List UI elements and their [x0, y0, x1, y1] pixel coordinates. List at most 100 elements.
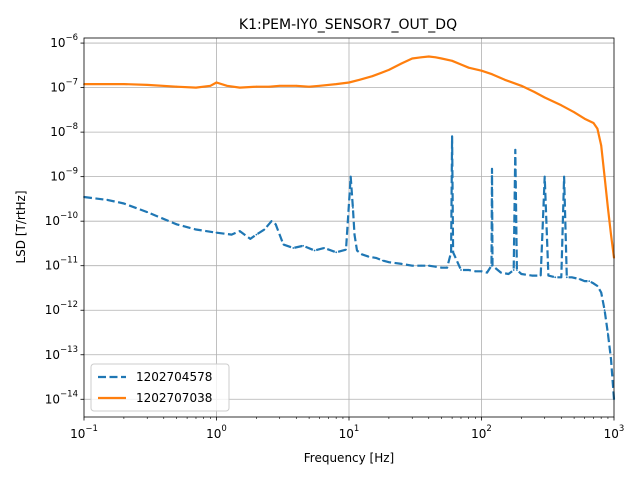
y-tick-label: 10−7 — [50, 78, 78, 95]
series-0-point — [451, 135, 453, 138]
chart-title: K1:PEM-IY0_SENSOR7_OUT_DQ — [239, 17, 457, 33]
series-1-point — [420, 56, 422, 59]
y-tick-label: 10−8 — [50, 122, 78, 139]
series-0-point — [450, 251, 452, 254]
series-1-point — [371, 75, 374, 78]
series-0-point — [274, 223, 277, 226]
series-0-point — [323, 247, 326, 249]
series-1-point — [451, 59, 453, 62]
series-1-point — [603, 175, 606, 178]
series-1-point — [175, 85, 178, 88]
series-1-point — [388, 69, 390, 71]
series-0-point — [434, 265, 437, 268]
series-1-point — [503, 78, 506, 81]
series-0-point — [249, 238, 252, 240]
series-1-point — [268, 85, 271, 88]
series-1-point — [600, 144, 603, 147]
series-1-point — [400, 62, 403, 65]
series-0-point — [356, 249, 358, 252]
series-0-point — [516, 269, 518, 271]
series-1-point — [520, 84, 523, 87]
series-0-point — [446, 266, 448, 269]
y-tick-label: 10−13 — [45, 345, 78, 362]
series-0-point — [352, 206, 354, 209]
series-0-point — [486, 271, 488, 274]
series-0-point — [313, 249, 316, 252]
series-0-point — [360, 253, 363, 256]
series-0-point — [452, 251, 454, 254]
series-0-point — [106, 199, 109, 201]
x-tick-label: 102 — [471, 424, 492, 441]
series-0-point — [543, 175, 546, 178]
series-1-point — [607, 206, 609, 209]
series-0-point — [570, 276, 573, 279]
x-tick-label: 103 — [604, 424, 625, 441]
series-0-point — [353, 233, 356, 236]
x-axis-title: Frequency [Hz] — [304, 451, 395, 465]
series-0-point — [491, 264, 494, 267]
series-0-point — [345, 248, 347, 251]
series-0-point — [427, 264, 430, 267]
series-0-point — [596, 285, 599, 287]
series-0-point — [440, 266, 443, 269]
series-1-point — [434, 56, 437, 59]
series-0-point — [474, 270, 477, 273]
series-1-point — [592, 122, 595, 124]
series-0-point — [270, 220, 273, 223]
series-1-point — [460, 63, 462, 66]
series-0-point — [388, 261, 390, 264]
series-1-point — [215, 81, 218, 84]
series-1-point — [226, 84, 228, 87]
series-1-point — [560, 104, 563, 107]
series-0-point — [588, 280, 591, 282]
series-0-point — [563, 175, 565, 178]
series-1-point — [573, 111, 575, 114]
series-0-point — [539, 274, 542, 277]
series-0-point — [255, 233, 258, 236]
series-0-point — [603, 309, 606, 312]
series-1-point — [440, 57, 443, 60]
series-0-point — [146, 211, 149, 214]
y-tick-label: 10−11 — [45, 256, 78, 273]
series-0-point — [123, 202, 125, 205]
series-1-point — [543, 96, 546, 99]
legend-label-1: 1202707038 — [136, 391, 212, 405]
series-0-point — [560, 276, 563, 279]
series-0-point — [460, 269, 462, 271]
series-1-point — [348, 81, 350, 84]
series-0-point — [230, 233, 233, 236]
series-0-point — [565, 276, 568, 279]
series-1-point — [583, 117, 586, 120]
series-1-point — [278, 84, 281, 87]
series-0-point — [607, 332, 609, 335]
series-0-point — [600, 291, 603, 294]
series-0-point — [381, 259, 384, 262]
series-0-point — [302, 244, 304, 247]
series-0-point — [500, 271, 502, 274]
series-1-point — [255, 85, 258, 88]
y-tick-label: 10−12 — [45, 300, 78, 317]
series-0-point — [349, 175, 352, 178]
series-1-point — [308, 85, 310, 88]
series-0-point — [507, 273, 510, 275]
series-0-point — [335, 251, 338, 254]
series-1-point — [318, 84, 321, 87]
x-tick-label: 100 — [206, 424, 227, 441]
series-1-point — [195, 86, 197, 89]
series-0-point — [592, 282, 595, 285]
series-0-point — [578, 278, 581, 280]
series-0-point — [238, 230, 241, 233]
series-0-point — [610, 358, 612, 360]
series-1-point — [209, 84, 212, 87]
series-0-point — [520, 273, 523, 275]
series-0-point — [491, 167, 493, 170]
series-1-point — [596, 127, 599, 130]
legend-label-0: 1202704578 — [136, 370, 212, 384]
series-0-point — [531, 274, 533, 277]
series-0-point — [411, 264, 414, 267]
series-0-point — [554, 276, 557, 279]
series-1-point — [491, 73, 493, 76]
series-1-point — [295, 84, 298, 87]
series-1-point — [427, 55, 430, 58]
